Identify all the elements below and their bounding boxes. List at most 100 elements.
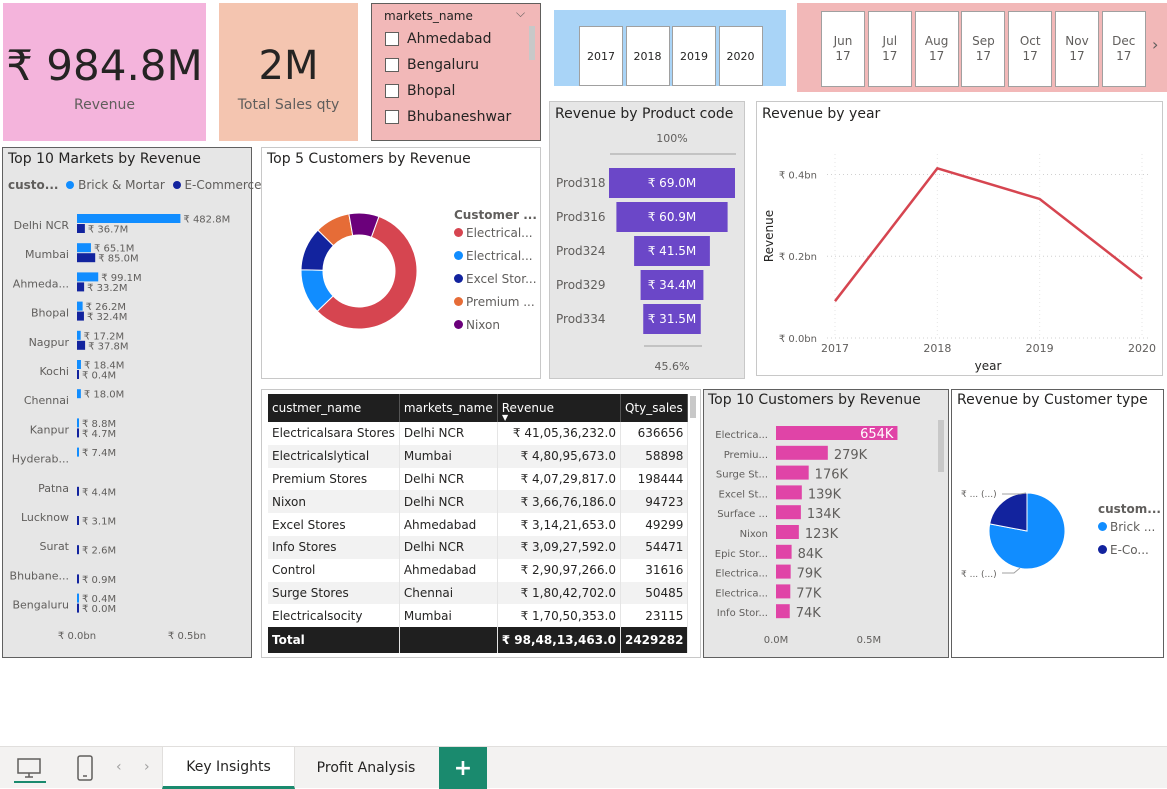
table-cell: Excel Stores (268, 513, 400, 536)
table-total-row: Total ₹ 98,48,13,463.0 2429282 (268, 627, 689, 654)
revenue-line (834, 166, 1143, 302)
table-cell: ₹ 3,66,76,186.0 (497, 490, 621, 514)
customer-bar (776, 544, 792, 559)
market-category-label: Nagpur (29, 336, 70, 349)
add-page-button[interactable]: + (439, 747, 487, 789)
revenue-label: Revenue (74, 97, 135, 113)
market-option-label: Bengaluru (407, 57, 479, 73)
market-option[interactable]: Bengaluru (385, 52, 525, 78)
markets-list: Ahmedabad Bengaluru Bhopal Bhubaneshwar (385, 26, 525, 130)
top-markets-chart: Top 10 Markets by Revenue custo... Brick… (2, 147, 261, 658)
customer-type-legend: Brick ... E-Co... (1098, 520, 1162, 566)
legend-item: Nixon (454, 318, 540, 341)
market-bar-label: ₹ 18.0M (84, 390, 124, 401)
legend-label: Premium ... (466, 295, 535, 309)
year-button[interactable]: 2018 (625, 26, 670, 86)
table-scrollbar[interactable] (690, 396, 696, 418)
customer-bar-label: 77K (796, 586, 822, 601)
revenue-value: ₹ 984.8M (6, 41, 203, 90)
customer-category-label: Electrica... (715, 430, 768, 441)
table-cell: Nixon (268, 490, 400, 514)
market-category-label: Bhopal (31, 307, 69, 320)
table-row: Info Stores Delhi NCR ₹ 3,09,27,592.0 54471 (268, 535, 689, 559)
donut-slice (316, 215, 418, 330)
month-button[interactable]: Aug 17 (914, 11, 959, 87)
funnel-category-label: Prod316 (556, 210, 606, 224)
table-row: Electricalslytical Mumbai ₹ 4,80,95,673.0 5… (268, 444, 689, 468)
column-header[interactable]: Revenue▼ (497, 394, 621, 422)
checkbox-icon[interactable] (385, 84, 399, 98)
market-option[interactable]: Ahmedabad (385, 26, 525, 52)
table-cell: ₹ 1,70,50,353.0 (497, 604, 621, 628)
customer-bar (776, 505, 801, 520)
market-bar (77, 574, 79, 584)
table-row: Nixon Delhi NCR ₹ 3,66,76,186.0 94723 (268, 490, 689, 514)
funnel-bar-label: ₹ 60.9M (648, 210, 697, 224)
product-funnel-plot: 100% ₹ 69.0M Prod318 ₹ 60.9M Prod316 ₹ 41.5M P… (556, 132, 736, 373)
year-button[interactable]: 2017 (579, 26, 623, 86)
customer-category-label: Electrica... (715, 588, 768, 599)
year-button[interactable]: 2020 (718, 26, 763, 86)
legend-label: Electrical... (466, 226, 533, 240)
table-cell: 23115 (620, 604, 689, 628)
month-button[interactable]: Oct 17 (1008, 11, 1053, 87)
column-header[interactable]: markets_name (399, 394, 498, 422)
chevron-left-icon[interactable]: ‹ (116, 759, 122, 775)
table-cell: ₹ 3,14,21,653.0 (497, 513, 621, 536)
customer-bar (776, 604, 790, 619)
chevron-down-icon[interactable]: ⌵ (516, 6, 526, 20)
sort-desc-icon[interactable]: ▼ (501, 413, 509, 422)
market-bar (77, 486, 79, 496)
market-option[interactable]: Bhopal (385, 78, 525, 104)
table-cell: Ahmedabad (399, 513, 498, 536)
column-header[interactable]: custmer_name (268, 394, 400, 422)
month-button[interactable]: Sep 17 (961, 11, 1006, 87)
legend-item: Excel Stor... (454, 272, 540, 295)
month-year-label: 17 (1069, 49, 1085, 63)
month-button[interactable]: Dec 17 (1101, 11, 1146, 87)
month-button[interactable]: Nov 17 (1055, 11, 1099, 87)
phone-view-icon[interactable] (74, 755, 96, 783)
top10-scrollbar[interactable] (938, 420, 944, 472)
market-bar-label: ₹ 32.4M (87, 312, 127, 323)
market-bar-label: ₹ 65.1M (94, 244, 134, 255)
slicer-scrollbar[interactable] (529, 26, 535, 60)
chevron-right-icon[interactable]: › (1152, 35, 1159, 54)
market-bar-label: ₹ 99.1M (101, 273, 141, 284)
month-button[interactable]: Jun 17 (821, 11, 865, 87)
market-bar-label: ₹ 0.4M (82, 594, 116, 605)
market-option-label: Bhubaneshwar (407, 109, 512, 125)
customer-bar (776, 485, 802, 500)
x-tick-label: ₹ 0.0bn (58, 631, 96, 642)
year-button[interactable]: 2019 (672, 26, 716, 86)
market-bar (77, 447, 79, 457)
market-bar-label: ₹ 4.7M (82, 429, 116, 440)
tab-profit-analysis[interactable]: Profit Analysis (316, 760, 416, 776)
month-button[interactable]: Jul 17 (867, 11, 912, 87)
top5-donut (300, 212, 418, 330)
customer-category-label: Epic Stor... (715, 549, 768, 560)
customer-bar (776, 584, 791, 599)
funnel-bar (640, 270, 704, 300)
table-cell: 94723 (620, 490, 689, 514)
table-cell: Mumbai (399, 444, 498, 468)
chevron-right-icon[interactable]: › (144, 759, 150, 775)
desktop-view-icon[interactable] (14, 755, 46, 783)
checkbox-icon[interactable] (385, 32, 399, 46)
checkbox-icon[interactable] (385, 58, 399, 72)
legend-item: Premium ... (454, 295, 540, 318)
customer-type-title: Revenue by Customer type (957, 392, 1148, 408)
column-header[interactable]: Qty_sales (620, 394, 689, 422)
table-row: Electricalsara Stores Delhi NCR ₹ 41,05,36… (268, 422, 689, 445)
checkbox-icon[interactable] (385, 110, 399, 124)
top10-customers-title: Top 10 Customers by Revenue (708, 392, 921, 408)
legend-label: Nixon (466, 318, 500, 332)
market-option[interactable]: Bhubaneshwar (385, 104, 525, 130)
tab-key-insights[interactable]: Key Insights (162, 747, 295, 789)
top5-legend: Electrical... Electrical... Excel Stor... P… (454, 226, 540, 341)
market-bar-label: ₹ 0.4M (82, 371, 116, 382)
table-cell: Surge Stores (268, 581, 400, 605)
funnel-top-pct: 100% (656, 132, 687, 145)
customer-type-legend-title: custom... (1098, 502, 1161, 516)
market-category-label: Lucknow (21, 511, 69, 524)
